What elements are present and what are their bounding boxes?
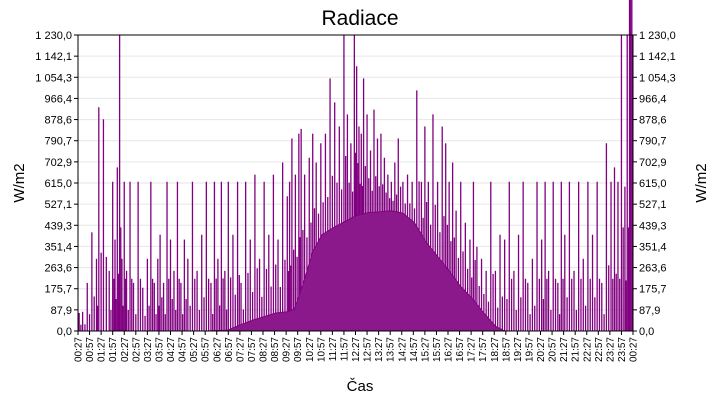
x-tick-label: 04:27 [166, 337, 177, 362]
x-tick-label: 09:27 [282, 337, 293, 362]
x-tick-label: 08:57 [270, 337, 281, 362]
x-tick-label: 06:57 [224, 337, 235, 362]
x-tick-label: 16:27 [444, 337, 455, 362]
y-tick-label: 1 230,0 [639, 30, 676, 42]
x-tick-label: 21:57 [571, 337, 582, 362]
x-tick-label: 05:57 [201, 337, 212, 362]
x-tick-label: 02:27 [120, 337, 131, 362]
y-tick-label: 790,7 [639, 136, 667, 148]
y-tick-label: 1 142,1 [639, 51, 676, 63]
x-tick-label: 12:27 [351, 337, 362, 362]
y-tick-label: 527,1 [44, 199, 72, 211]
y-tick-label: 1 230,0 [35, 30, 72, 42]
y-tick-label: 439,3 [44, 220, 72, 232]
x-tick-label: 07:27 [235, 337, 246, 362]
x-tick-label: 18:57 [501, 337, 512, 362]
x-tick-label: 04:57 [178, 337, 189, 362]
y-tick-label: 0,0 [57, 326, 72, 338]
x-tick-label: 20:57 [548, 337, 559, 362]
x-tick-label: 16:57 [455, 337, 466, 362]
series-layer [78, 0, 633, 332]
x-tick-label: 15:57 [432, 337, 443, 362]
y-tick-label: 263,6 [44, 263, 72, 275]
x-tick-label: 01:27 [97, 337, 108, 362]
y-tick-label: 0,0 [639, 326, 654, 338]
y-tick-label: 87,9 [639, 305, 660, 317]
x-tick-label: 18:27 [490, 337, 501, 362]
x-tick-label: 00:27 [629, 337, 640, 362]
x-ticks: 00:27 00:57 01:27 01:57 02:27 02:57 03:27 03:57… [74, 337, 640, 362]
y-tick-label: 175,7 [639, 284, 667, 296]
x-tick-label: 03:27 [143, 337, 154, 362]
x-tick-label: 15:27 [420, 337, 431, 362]
x-tick-label: 06:27 [212, 337, 223, 362]
y-tick-label: 878,6 [44, 115, 72, 127]
x-tick-label: 17:57 [478, 337, 489, 362]
x-axis-label: Čas [347, 378, 374, 395]
x-tick-label: 00:57 [85, 337, 96, 362]
y-tick-label: 702,9 [639, 157, 667, 169]
x-tick-label: 07:57 [247, 337, 258, 362]
y-tick-label: 615,0 [44, 178, 72, 190]
y-tick-label: 527,1 [639, 199, 667, 211]
x-tick-label: 14:27 [397, 337, 408, 362]
x-tick-label: 05:27 [189, 337, 200, 362]
x-tick-label: 01:57 [108, 337, 119, 362]
y-ticks-right: 0,0 87,9 175,7 263,6 351,4 439,3 527,1 615,0 702… [639, 30, 676, 338]
x-tick-label: 10:57 [316, 337, 327, 362]
y-tick-label: 702,9 [44, 157, 72, 169]
x-tick-label: 08:27 [259, 337, 270, 362]
x-tick-label: 17:27 [467, 337, 478, 362]
x-tick-label: 11:27 [328, 337, 339, 362]
x-tick-label: 13:57 [386, 337, 397, 362]
chart-title: Radiace [321, 7, 398, 30]
x-tick-label: 22:57 [594, 337, 605, 362]
x-tick-label: 00:27 [74, 337, 85, 362]
y-tick-label: 878,6 [639, 115, 667, 127]
x-tick-label: 13:27 [374, 337, 385, 362]
y-tick-label: 1 054,3 [639, 72, 676, 84]
x-tick-label: 14:57 [409, 337, 420, 362]
y-tick-label: 263,6 [639, 263, 667, 275]
y-tick-label: 966,4 [44, 93, 72, 105]
x-tick-label: 22:27 [582, 337, 593, 362]
y-tick-label: 615,0 [639, 178, 667, 190]
y-ticks-left: 0,0 87,9 175,7 263,6 351,4 439,3 527,1 615,0 702… [35, 30, 72, 338]
y-tick-label: 1 142,1 [35, 51, 72, 63]
y-tick-label: 966,4 [639, 93, 667, 105]
y-tick-label: 87,9 [51, 305, 72, 317]
x-tick-label: 11:57 [339, 337, 350, 362]
x-tick-label: 21:27 [559, 337, 570, 362]
x-tick-label: 12:57 [363, 337, 374, 362]
x-tick-label: 09:57 [293, 337, 304, 362]
y-tick-label: 175,7 [44, 284, 72, 296]
y-axis-label-left: W/m2 [11, 163, 28, 202]
x-tick-label: 03:57 [154, 337, 165, 362]
axes [74, 34, 637, 335]
y-tick-label: 1 054,3 [35, 72, 72, 84]
x-tick-label: 23:57 [617, 337, 628, 362]
x-tick-label: 19:57 [524, 337, 535, 362]
x-tick-label: 19:27 [513, 337, 524, 362]
x-tick-label: 02:57 [131, 337, 142, 362]
y-tick-label: 351,4 [639, 241, 667, 253]
x-tick-label: 10:27 [305, 337, 316, 362]
y-tick-label: 439,3 [639, 220, 667, 232]
y-tick-label: 790,7 [44, 136, 72, 148]
y-axis-label-right: W/m2 [693, 163, 710, 202]
y-tick-label: 351,4 [44, 241, 72, 253]
x-tick-label: 20:27 [536, 337, 547, 362]
x-tick-label: 23:27 [605, 337, 616, 362]
